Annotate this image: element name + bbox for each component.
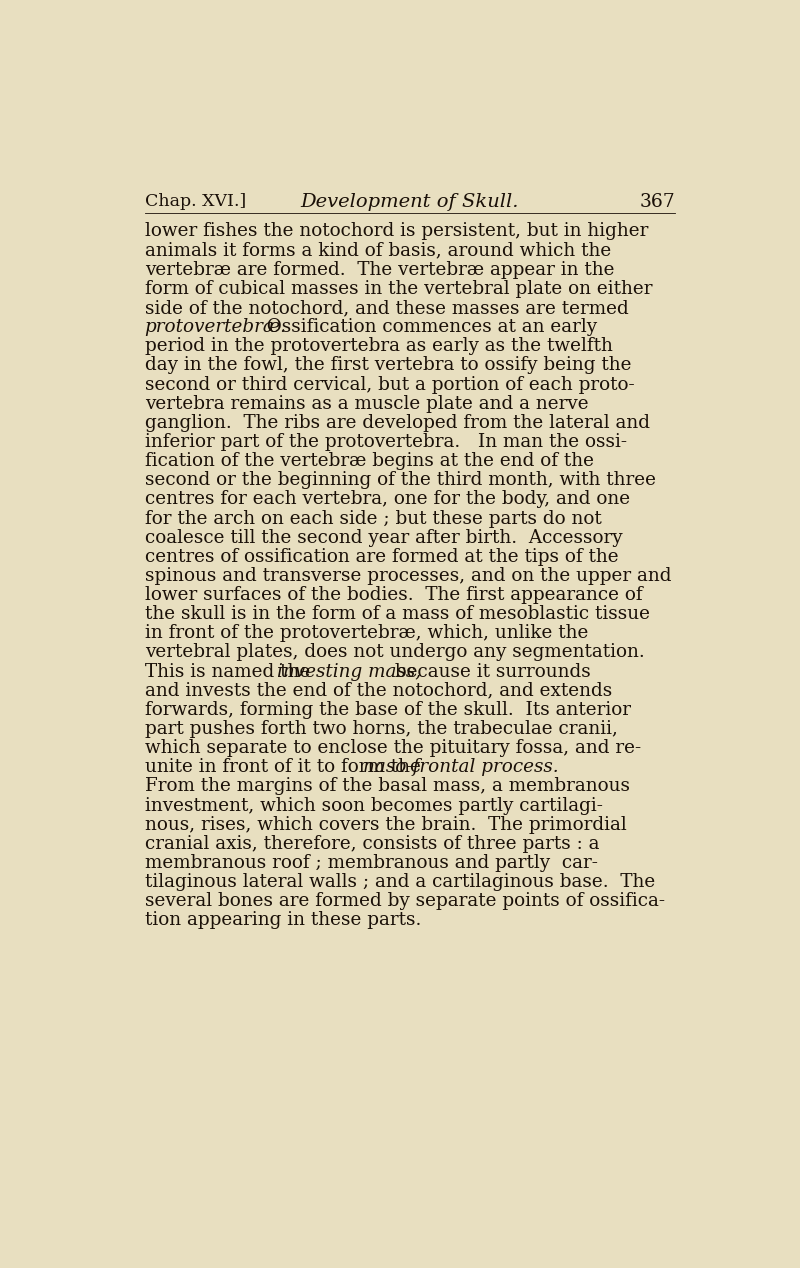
Text: vertebræ are formed.  The vertebræ appear in the: vertebræ are formed. The vertebræ appear…: [145, 261, 614, 279]
Text: animals it forms a kind of basis, around which the: animals it forms a kind of basis, around…: [145, 242, 611, 260]
Text: forwards, forming the base of the skull.  Its anterior: forwards, forming the base of the skull.…: [145, 701, 630, 719]
Text: tion appearing in these parts.: tion appearing in these parts.: [145, 912, 421, 929]
Text: because it surrounds: because it surrounds: [389, 663, 590, 681]
Text: ganglion.  The ribs are developed from the lateral and: ganglion. The ribs are developed from th…: [145, 413, 650, 432]
Text: inferior part of the protovertebra.   In man the ossi-: inferior part of the protovertebra. In m…: [145, 432, 626, 451]
Text: naso-frontal process.: naso-frontal process.: [363, 758, 558, 776]
Text: investment, which soon becomes partly cartilagi-: investment, which soon becomes partly ca…: [145, 796, 602, 814]
Text: Ossification commences at an early: Ossification commences at an early: [254, 318, 597, 336]
Text: protovertebræ.: protovertebræ.: [145, 318, 286, 336]
Text: side of the notochord, and these masses are termed: side of the notochord, and these masses …: [145, 299, 628, 317]
Text: vertebra remains as a muscle plate and a nerve: vertebra remains as a muscle plate and a…: [145, 394, 588, 412]
Text: investing mass,: investing mass,: [278, 663, 422, 681]
Text: unite in front of it to form the: unite in front of it to form the: [145, 758, 426, 776]
Text: lower surfaces of the bodies.  The first appearance of: lower surfaces of the bodies. The first …: [145, 586, 642, 604]
Text: second or the beginning of the third month, with three: second or the beginning of the third mon…: [145, 472, 656, 489]
Text: form of cubical masses in the vertebral plate on either: form of cubical masses in the vertebral …: [145, 280, 652, 298]
Text: several bones are formed by separate points of ossifica-: several bones are formed by separate poi…: [145, 893, 665, 910]
Text: fication of the vertebræ begins at the end of the: fication of the vertebræ begins at the e…: [145, 453, 594, 470]
Text: Chap. XVI.]: Chap. XVI.]: [145, 193, 246, 210]
Text: coalesce till the second year after birth.  Accessory: coalesce till the second year after birt…: [145, 529, 622, 547]
Text: centres for each vertebra, one for the body, and one: centres for each vertebra, one for the b…: [145, 491, 630, 508]
Text: the skull is in the form of a mass of mesoblastic tissue: the skull is in the form of a mass of me…: [145, 605, 650, 623]
Text: for the arch on each side ; but these parts do not: for the arch on each side ; but these pa…: [145, 510, 602, 527]
Text: part pushes forth two horns, the trabeculae cranii,: part pushes forth two horns, the trabecu…: [145, 720, 618, 738]
Text: membranous roof ; membranous and partly  car-: membranous roof ; membranous and partly …: [145, 853, 598, 872]
Text: 367: 367: [640, 193, 675, 212]
Text: and invests the end of the notochord, and extends: and invests the end of the notochord, an…: [145, 682, 612, 700]
Text: cranial axis, therefore, consists of three parts : a: cranial axis, therefore, consists of thr…: [145, 834, 599, 853]
Text: second or third cervical, but a portion of each proto-: second or third cervical, but a portion …: [145, 375, 634, 393]
Text: which separate to enclose the pituitary fossa, and re-: which separate to enclose the pituitary …: [145, 739, 641, 757]
Text: centres of ossification are formed at the tips of the: centres of ossification are formed at th…: [145, 548, 618, 566]
Text: in front of the protovertebræ, which, unlike the: in front of the protovertebræ, which, un…: [145, 624, 588, 643]
Text: This is named the: This is named the: [145, 663, 316, 681]
Text: nous, rises, which covers the brain.  The primordial: nous, rises, which covers the brain. The…: [145, 815, 626, 833]
Text: tilaginous lateral walls ; and a cartilaginous base.  The: tilaginous lateral walls ; and a cartila…: [145, 874, 655, 891]
Text: lower fishes the notochord is persistent, but in higher: lower fishes the notochord is persistent…: [145, 222, 648, 241]
Text: period in the protovertebra as early as the twelfth: period in the protovertebra as early as …: [145, 337, 613, 355]
Text: vertebral plates, does not undergo any segmentation.: vertebral plates, does not undergo any s…: [145, 643, 644, 662]
Text: day in the fowl, the first vertebra to ossify being the: day in the fowl, the first vertebra to o…: [145, 356, 631, 374]
Text: spinous and transverse processes, and on the upper and: spinous and transverse processes, and on…: [145, 567, 671, 585]
Text: From the margins of the basal mass, a membranous: From the margins of the basal mass, a me…: [145, 777, 630, 795]
Text: Development of Skull.: Development of Skull.: [301, 193, 519, 212]
